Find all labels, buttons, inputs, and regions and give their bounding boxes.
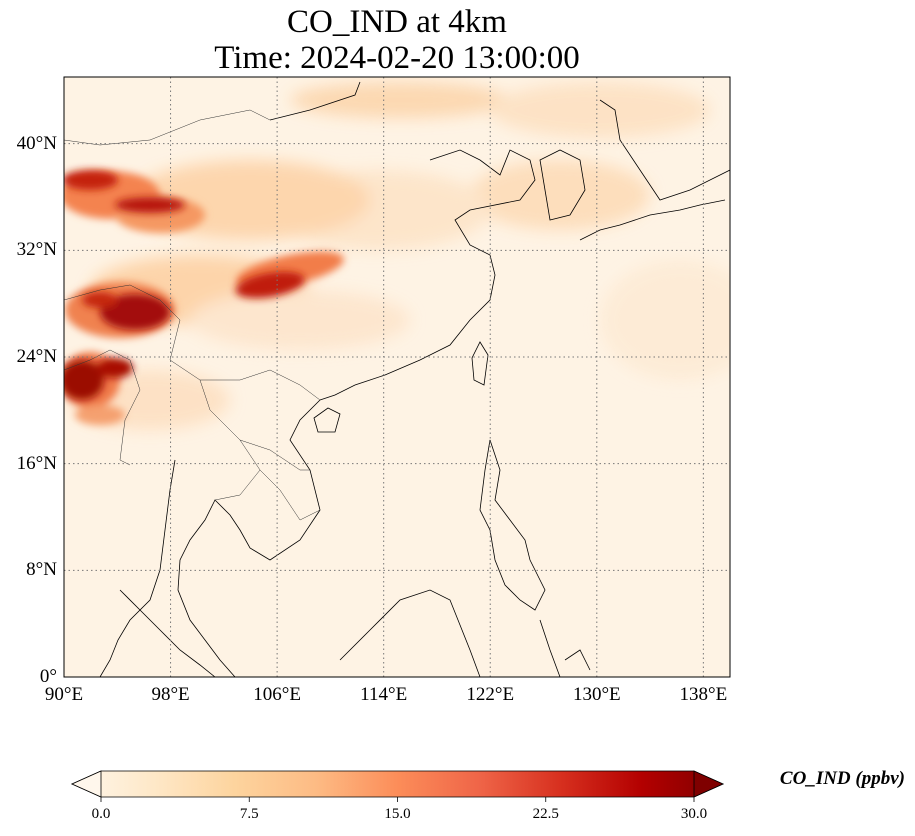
y-tick-label: 8°N (26, 559, 57, 581)
map-frame (63, 76, 731, 678)
colorbar-tick-label: 15.0 (384, 806, 411, 822)
colorbar-label: CO_IND (ppbv) (779, 768, 905, 789)
colorbar-extend-high (693, 770, 724, 798)
y-tick-label: 40°N (16, 132, 57, 154)
y-tick-label: 16°N (16, 452, 57, 474)
colorbar-tick-label: 30.0 (680, 806, 708, 822)
colorbar-tick-label: 7.5 (239, 806, 259, 822)
concentration-field (64, 77, 730, 677)
map-gridlines (64, 77, 730, 677)
x-tick-label: 98°E (151, 684, 190, 705)
x-tick-label: 114°E (360, 684, 408, 705)
map-time-subtitle: Time: 2024-02-20 13:00:00 (214, 40, 580, 76)
x-tick-label: 90°E (44, 684, 84, 705)
country-borders (64, 109, 321, 521)
y-tick-label: 0° (39, 666, 57, 687)
x-tick-label: 138°E (679, 684, 728, 705)
y-tick-label: 24°N (16, 346, 57, 367)
colorbar-tick-label: 22.5 (532, 806, 559, 822)
colorbar-tick-label: 0.0 (91, 806, 111, 822)
coastlines (99, 81, 730, 677)
x-tick-label: 122°E (466, 684, 515, 705)
y-tick-label: 32°N (16, 239, 57, 261)
colorbar-extend-low (71, 770, 102, 798)
colorbar-gradient (71, 770, 724, 798)
x-tick-label: 106°E (253, 684, 301, 705)
x-tick-label: 130°E (572, 684, 621, 705)
colorbar (71, 770, 724, 802)
map-title: CO_IND at 4km (287, 4, 507, 40)
